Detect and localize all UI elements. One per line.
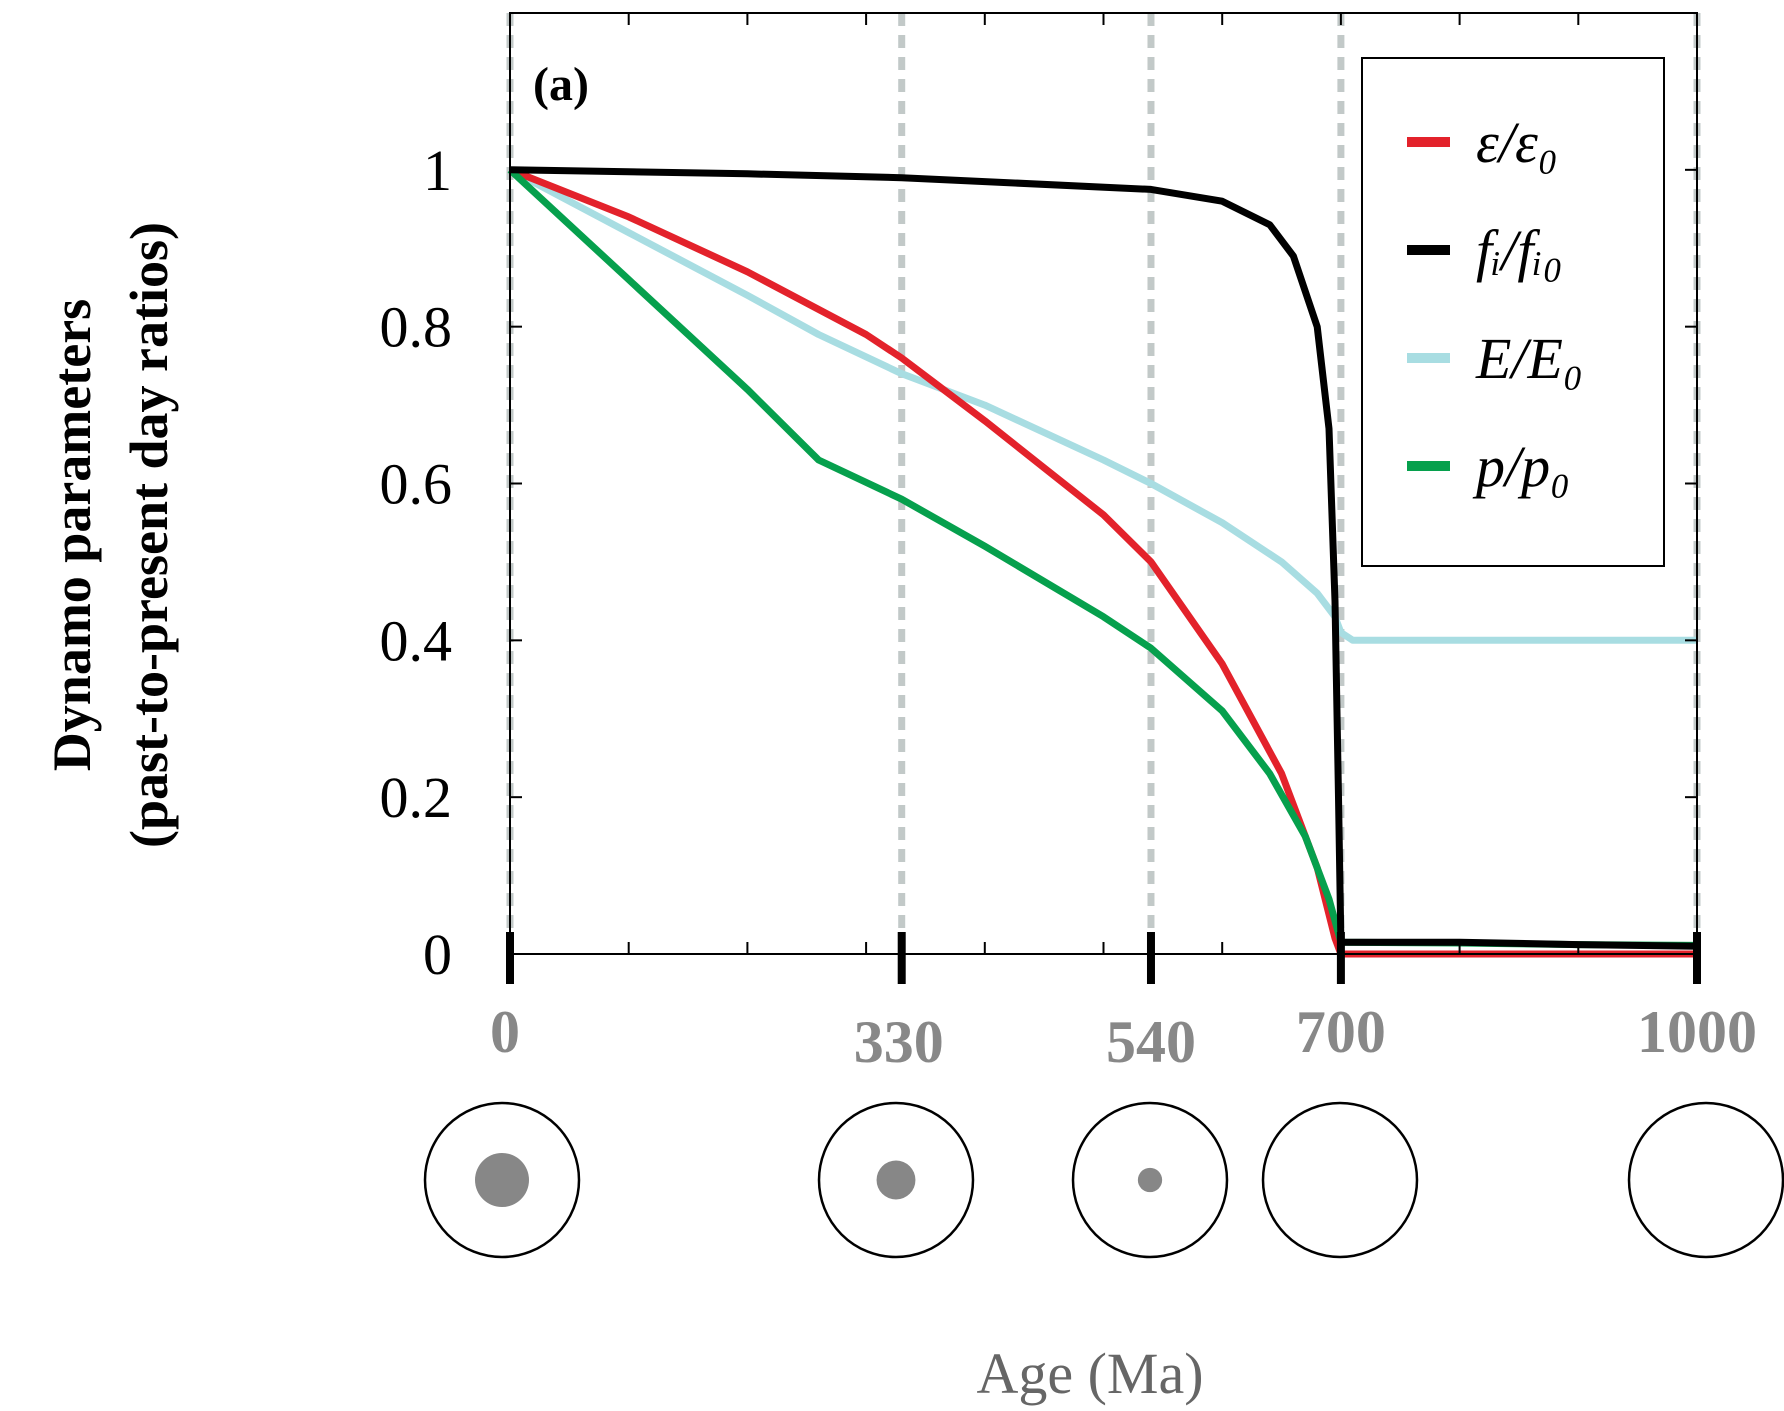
earth-diagram-1000 [1627,1101,1784,1259]
legend-label-p: p/p₀ [1472,434,1570,499]
y-tick-label: 1 [423,138,452,203]
inner-core-330 [876,1160,916,1200]
x-tick-label: 1000 [1637,999,1757,1065]
series-line-fi [509,166,1698,950]
y-tick-label: 0.4 [380,608,453,673]
y-tick-label: 0.8 [380,295,453,360]
inner-core-540 [1137,1167,1163,1193]
panel-label: (a) [533,58,589,111]
tick-layer: 0 0.2 0.4 0.6 0.8 1 0 330 540 700 1000 [380,13,1757,1075]
inner-core-0 [475,1153,529,1207]
x-tick-label: 540 [1106,1009,1196,1075]
y-tick-label: 0.6 [380,452,453,517]
y-axis-title-line-1: Dynamo parameters [42,299,102,771]
legend-label-fi: fᵢ/fᵢ₀ [1476,218,1563,283]
y-axis-title: Dynamo parameters (past-to-present day r… [42,222,179,848]
earth-diagram-700 [1261,1101,1419,1259]
x-axis-title: Age (Ma) [976,1341,1203,1406]
legend: ε/ε₀ fᵢ/fᵢ₀ E/E₀ p/p₀ [1361,57,1665,567]
x-tick-label: 330 [854,1009,944,1075]
legend-label-E: E/E₀ [1475,326,1583,391]
x-tick-label: 0 [490,999,520,1065]
legend-label-epsilon: ε/ε₀ [1476,110,1558,175]
y-axis-title-line-2: (past-to-present day ratios) [119,222,179,848]
y-tick-label: 0.2 [380,765,453,830]
y-tick-label: 0 [423,922,452,987]
x-tick-label: 700 [1296,999,1386,1065]
inner-core-diagrams [423,1101,1784,1259]
